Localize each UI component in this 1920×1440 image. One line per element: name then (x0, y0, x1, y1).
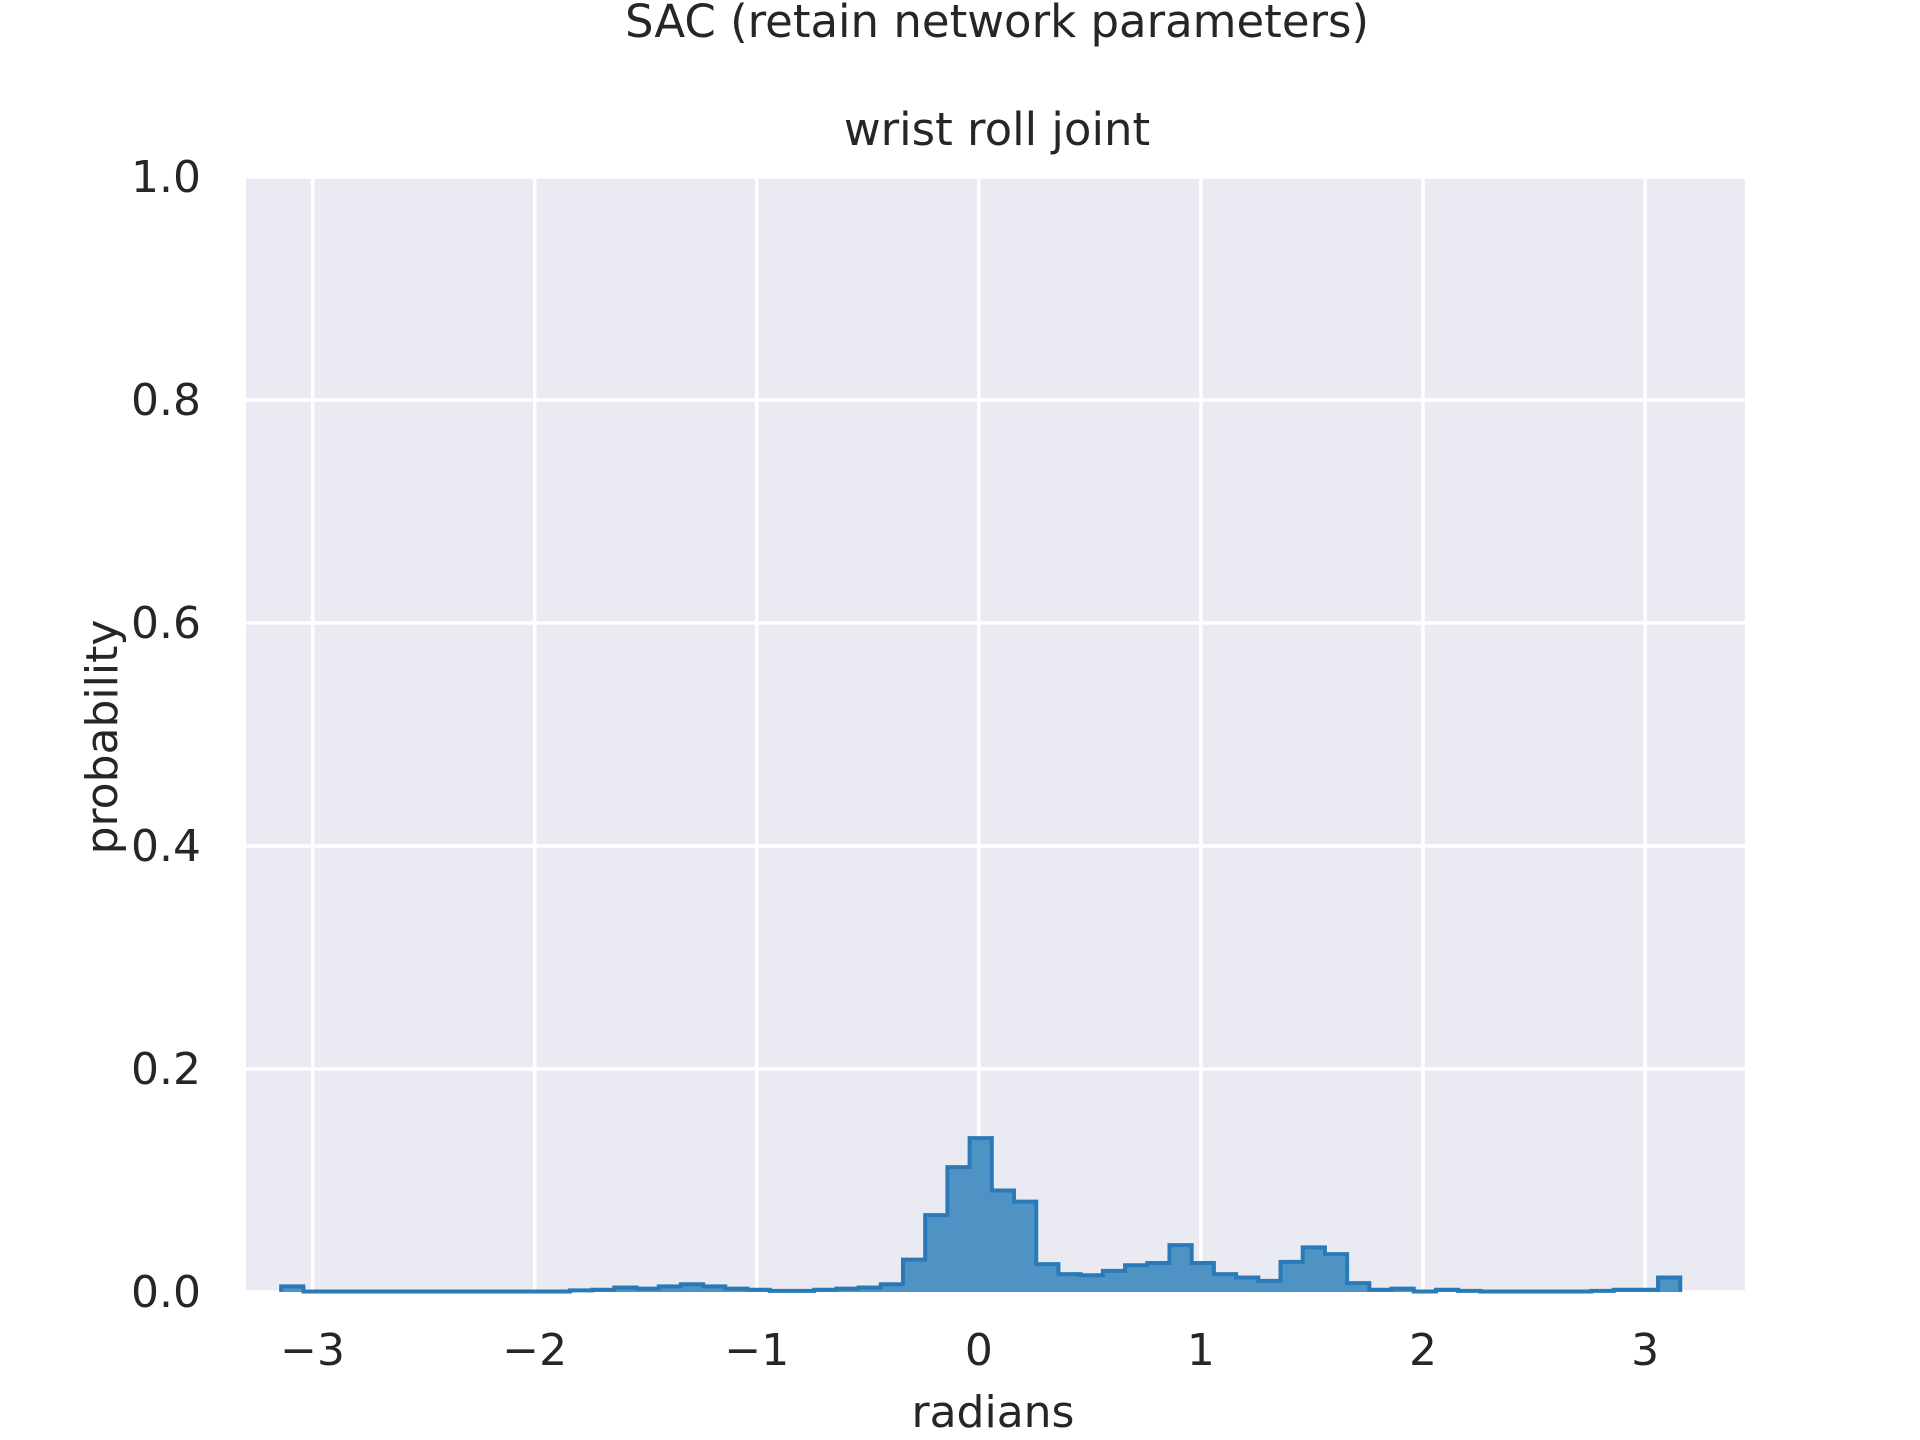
x-tick-label: 3 (1631, 1325, 1659, 1376)
histogram-bar (281, 1286, 304, 1292)
histogram-bar (703, 1286, 726, 1292)
histogram-bar (947, 1167, 971, 1292)
histogram-bar (1191, 1263, 1215, 1292)
histogram-bar (680, 1284, 704, 1292)
axis-tick-labels: −3 −2 −1 0 1 2 3 0.0 0.2 0.4 0.6 0.8 1.0 (131, 152, 1659, 1376)
x-tick-label: 0 (965, 1325, 993, 1376)
histogram-bar (658, 1286, 682, 1292)
y-tick-label: 1.0 (131, 152, 201, 203)
y-axis-label: probability (77, 620, 128, 855)
y-tick-label: 0.6 (131, 598, 201, 649)
y-tick-label: 0.4 (131, 821, 201, 872)
histogram-bar (1213, 1274, 1237, 1292)
y-tick-label: 0.0 (131, 1267, 201, 1318)
histogram-bar (969, 1138, 993, 1292)
chart-title: SAC (retain network parameters) (625, 0, 1369, 48)
histogram-bar (902, 1259, 926, 1292)
grid-lines (246, 175, 1745, 1294)
histogram-bar (1080, 1275, 1104, 1292)
histogram-bar (1125, 1265, 1148, 1292)
histogram-bar (1324, 1254, 1348, 1292)
histogram-bars (281, 1138, 1681, 1292)
histogram-bar (1102, 1270, 1126, 1292)
histogram-bar (925, 1215, 948, 1292)
x-axis-label: radians (912, 1387, 1075, 1438)
histogram-bar (1036, 1264, 1059, 1292)
x-tick-label: −2 (502, 1325, 567, 1376)
histogram-bar (1658, 1277, 1681, 1292)
histogram-bar (1258, 1280, 1282, 1292)
histogram-bar (991, 1190, 1015, 1292)
chart-subtitle: wrist roll joint (844, 103, 1150, 156)
histogram-step-outline (279, 1136, 1683, 1294)
histogram-bar (858, 1287, 882, 1292)
x-tick-label: 1 (1187, 1325, 1215, 1376)
y-tick-label: 0.2 (131, 1044, 201, 1095)
histogram-bar (1014, 1201, 1037, 1292)
plot-area (246, 177, 1745, 1292)
histogram-bar (1236, 1277, 1259, 1292)
histogram-bar (1347, 1283, 1370, 1292)
x-tick-label: 2 (1409, 1325, 1437, 1376)
histogram-bar (1058, 1274, 1082, 1292)
x-tick-label: −1 (724, 1325, 789, 1376)
x-tick-label: −3 (280, 1325, 345, 1376)
histogram-bar (1302, 1247, 1326, 1292)
histogram-bar (614, 1287, 637, 1292)
y-tick-label: 0.8 (131, 375, 201, 426)
histogram-bar (880, 1284, 904, 1292)
histogram-bar (1169, 1245, 1193, 1292)
histogram-bar (1280, 1261, 1304, 1292)
histogram-bar (1147, 1263, 1170, 1292)
